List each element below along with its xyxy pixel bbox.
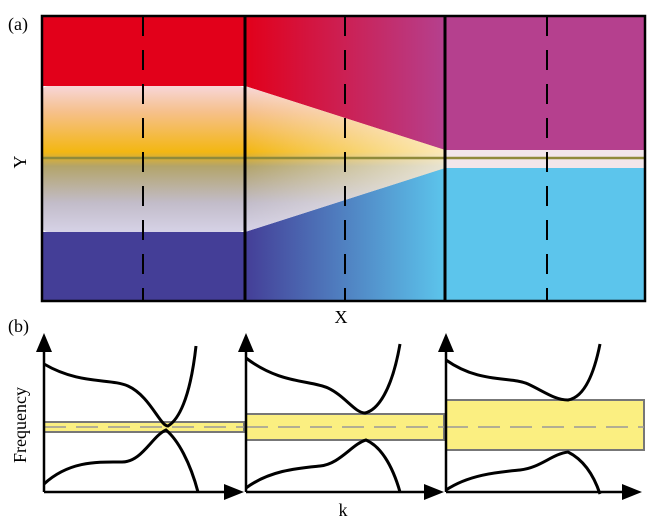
lower-band-curve-3: [445, 450, 602, 495]
lower-band-curve-1: [42, 428, 200, 493]
axis-arrowheads: [36, 333, 642, 500]
panel-b-axes: [42, 348, 624, 494]
arrow-right-2: [424, 484, 444, 500]
subplot-3: [445, 343, 645, 495]
lower-band-curve-2: [245, 438, 402, 493]
arrow-right-3: [622, 484, 642, 500]
middle-top-region: [245, 16, 445, 150]
frequency-axis-label: Frequency: [10, 387, 30, 463]
subplot-1: [42, 345, 245, 493]
panel-a-frame: [40, 14, 647, 303]
upper-band-curve-2: [245, 343, 402, 415]
x-axis-label: X: [335, 307, 348, 327]
panel-b: (b): [8, 316, 645, 518]
arrow-right-1: [224, 484, 244, 500]
k-axis-label: k: [339, 500, 348, 518]
subplot-2: [245, 343, 445, 493]
right-top-region: [445, 16, 645, 150]
arrow-up-1: [36, 333, 52, 352]
panel-a-label: (a): [8, 14, 28, 35]
right-bottom-region: [445, 168, 645, 301]
y-axis-label: Y: [10, 156, 30, 169]
panel-a: (a) X Y: [8, 14, 647, 327]
band-gap-3: [445, 399, 645, 451]
arrow-up-2: [238, 333, 254, 352]
upper-band-curve-1: [43, 345, 198, 428]
upper-band-curve-3: [445, 343, 602, 402]
arrow-up-3: [438, 333, 454, 352]
panel-b-label: (b): [8, 316, 29, 337]
